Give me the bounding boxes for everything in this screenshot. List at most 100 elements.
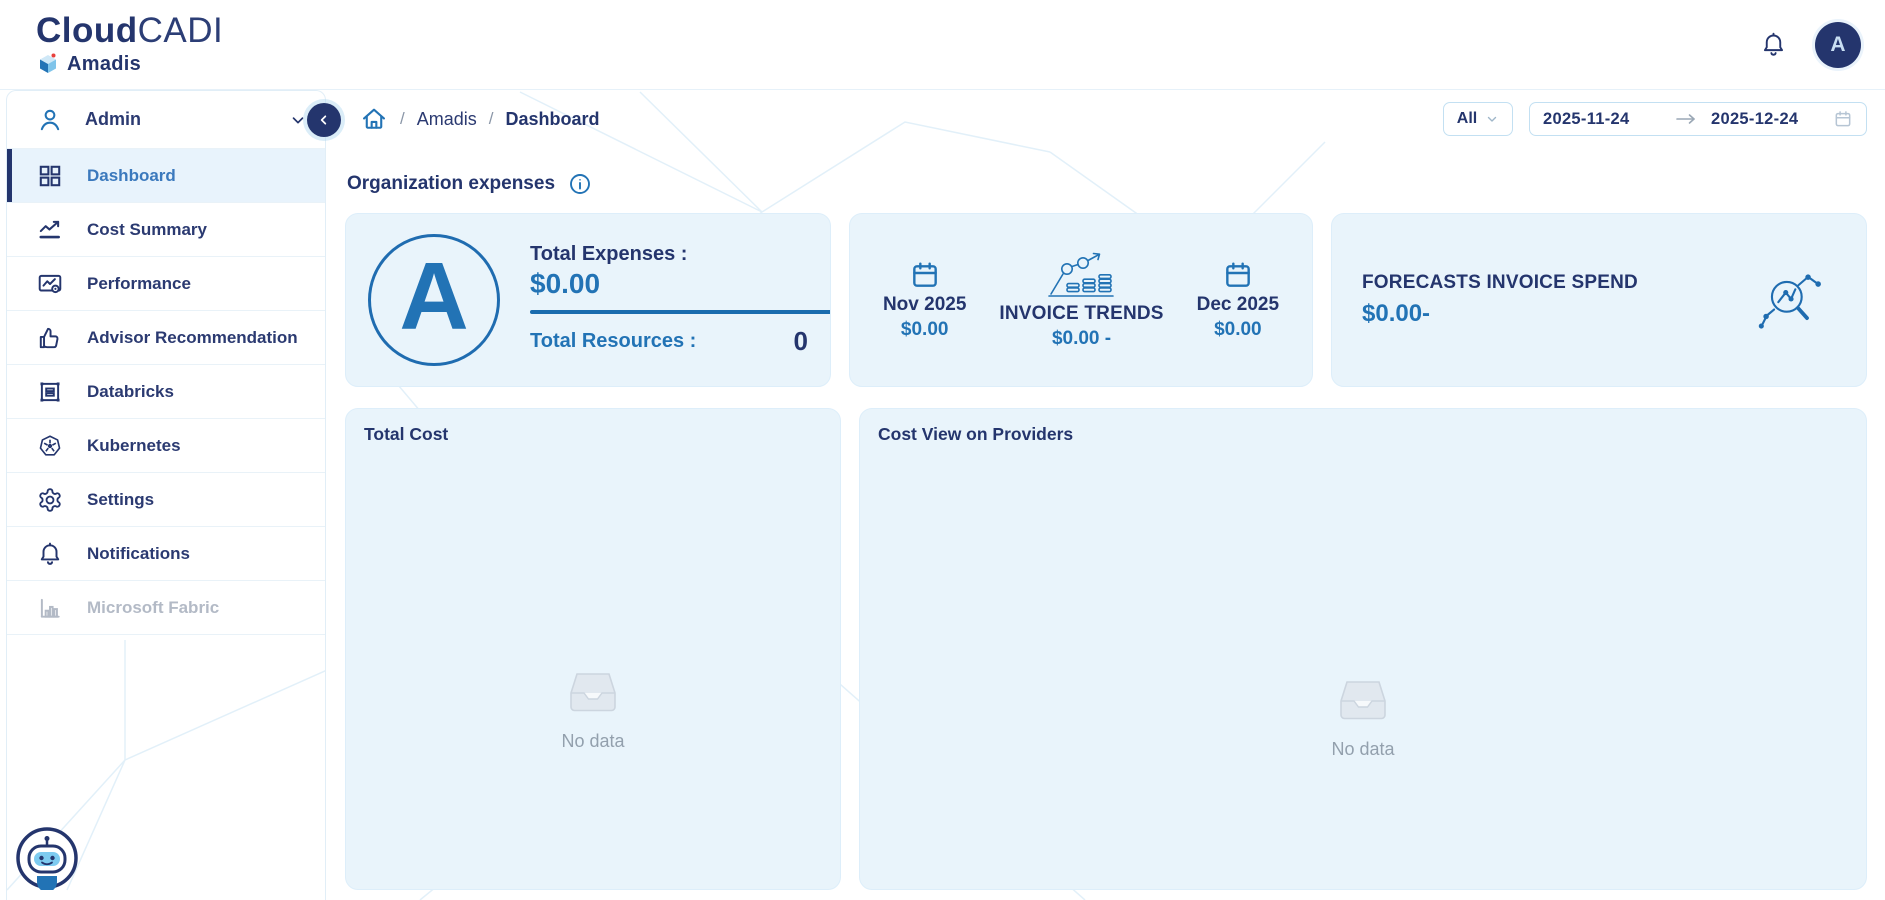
chevron-down-icon (292, 116, 304, 123)
sidebar-item-label: Microsoft Fabric (87, 597, 220, 617)
bell-icon (1763, 32, 1784, 56)
no-data-icon (570, 673, 616, 712)
providers-title: Cost View on Providers (878, 424, 1074, 444)
sidebar-profile[interactable]: Admin (7, 91, 325, 149)
sidebar-item-settings[interactable]: Settings (7, 473, 325, 527)
total-cost-card: Total Cost No data (345, 408, 841, 890)
sidebar-item-label: Performance (87, 273, 191, 293)
org-avatar: A (368, 234, 500, 366)
notifications-button[interactable] (1760, 31, 1787, 58)
total-expenses-card: A Total Expenses : $0.00 Total Resources… (345, 213, 831, 387)
main-content: / Amadis / Dashboard All 2025-11-24 2025… (326, 90, 1885, 900)
no-data-label: No data (561, 731, 625, 751)
breadcrumb-separator: / (400, 109, 405, 128)
sidebar-item-label: Dashboard (87, 165, 176, 185)
sidebar-item-label: Databricks (87, 381, 174, 401)
breadcrumb-separator: / (488, 109, 494, 128)
sidebar-item-notifications[interactable]: Notifications (7, 527, 325, 581)
invoice-trends-value: $0.00 - (1051, 328, 1112, 349)
arrow-right-icon (1676, 114, 1695, 124)
invoice-prev-month: Nov 2025 $0.00 (883, 259, 966, 341)
sidebar-item-microsoft-fabric[interactable]: Microsoft Fabric (7, 581, 325, 635)
date-from-input[interactable]: 2025-11-24 (1543, 109, 1630, 128)
scope-selected-value: All (1456, 110, 1478, 127)
invoice-next-month: Dec 2025 $0.00 (1197, 259, 1279, 341)
product-logo-bold: Cloud (36, 11, 138, 50)
company-name: Amadis (67, 52, 142, 75)
line-chart-icon (39, 220, 60, 238)
sidebar-item-performance[interactable]: Performance (7, 257, 325, 311)
performance-monitor-icon (38, 274, 62, 293)
breadcrumb-item-dashboard: Dashboard (505, 108, 600, 129)
section-title: Organization expenses (347, 173, 556, 194)
sidebar-item-dashboard[interactable]: Dashboard (7, 149, 325, 203)
breadcrumb-item-amadis[interactable]: Amadis (416, 108, 477, 129)
calendar-icon[interactable] (1833, 109, 1853, 129)
forecast-card: FORECASTS INVOICE SPEND $0.00- (1331, 213, 1867, 387)
sidebar-item-cost-summary[interactable]: Cost Summary (7, 203, 325, 257)
info-icon (570, 174, 590, 194)
sidebar-item-label: Cost Summary (87, 219, 207, 239)
user-icon (40, 109, 60, 130)
sidebar: Admin Dashboard Cost Summary (6, 90, 326, 900)
empty-state: No data (346, 667, 840, 752)
brand-logo: CloudCADI Amadis (36, 13, 223, 76)
sidebar-item-label: Kubernetes (87, 435, 181, 455)
divider (530, 310, 830, 314)
total-expenses-value: $0.00 (530, 268, 601, 299)
chevron-left-icon (320, 115, 327, 125)
databricks-icon (40, 381, 60, 402)
date-range-picker[interactable]: 2025-11-24 2025-12-24 (1529, 102, 1867, 136)
dashboard-grid-icon (39, 165, 61, 186)
breadcrumb: / Amadis / Dashboard All 2025-11-24 2025… (345, 90, 1867, 148)
total-expenses-label: Total Expenses : (530, 243, 688, 265)
bar-chart-icon (40, 598, 60, 618)
no-data-label: No data (1331, 739, 1395, 759)
invoice-next-month-value: $0.00 (1214, 319, 1262, 340)
user-avatar[interactable]: A (1815, 21, 1861, 68)
product-logo: CloudCADI (36, 13, 223, 49)
thumbs-up-icon (39, 327, 59, 348)
forecast-value: $0.00- (1362, 300, 1431, 327)
home-icon (363, 108, 385, 129)
cost-view-providers-card: Cost View on Providers No data (859, 408, 1867, 890)
sidebar-collapse-button[interactable] (307, 103, 341, 137)
invoice-next-month-label: Dec 2025 (1196, 294, 1280, 315)
forecast-title: FORECASTS INVOICE SPEND (1362, 272, 1638, 293)
bell-icon (40, 542, 60, 565)
company-logo: Amadis (36, 52, 223, 76)
chevron-down-icon (1488, 116, 1497, 122)
total-resources-label: Total Resources : (530, 330, 697, 352)
invoice-prev-month-value: $0.00 (900, 319, 949, 340)
amadis-cube-icon (40, 53, 56, 73)
assistant-robot-button[interactable] (15, 826, 79, 890)
invoice-trends-title: INVOICE TRENDS (999, 303, 1164, 324)
org-letter: A (399, 243, 469, 350)
total-resources-value: 0 (793, 326, 808, 356)
forecast-analysis-icon (1758, 274, 1821, 329)
gear-icon (39, 487, 61, 512)
no-data-icon (1340, 681, 1386, 720)
invoice-trends-center: INVOICE TRENDS $0.00 - (999, 250, 1163, 350)
calendar-icon (912, 262, 937, 287)
invoice-trends-card: Nov 2025 $0.00 (849, 213, 1313, 387)
date-to-input[interactable]: 2025-12-24 (1711, 109, 1799, 128)
top-bar: CloudCADI Amadis A (0, 0, 1885, 90)
breadcrumb-home-link[interactable] (360, 105, 388, 133)
sidebar-nav: Dashboard Cost Summary Performance (7, 149, 325, 635)
sidebar-item-databricks[interactable]: Databricks (7, 365, 325, 419)
sidebar-item-advisor-recommendation[interactable]: Advisor Recommendation (7, 311, 325, 365)
kubernetes-helm-icon (39, 434, 61, 456)
sidebar-item-kubernetes[interactable]: Kubernetes (7, 419, 325, 473)
sidebar-item-label: Settings (87, 489, 155, 509)
product-logo-light: CADI (137, 11, 224, 50)
empty-state: No data (860, 675, 1866, 760)
calendar-icon (1225, 262, 1250, 287)
invoice-trends-icon (1047, 252, 1114, 297)
info-button[interactable] (568, 172, 592, 196)
profile-label: Admin (85, 109, 141, 129)
invoice-prev-month-label: Nov 2025 (882, 294, 967, 315)
avatar-letter: A (1830, 32, 1846, 56)
robot-icon (16, 827, 78, 890)
scope-select[interactable]: All (1443, 102, 1513, 136)
